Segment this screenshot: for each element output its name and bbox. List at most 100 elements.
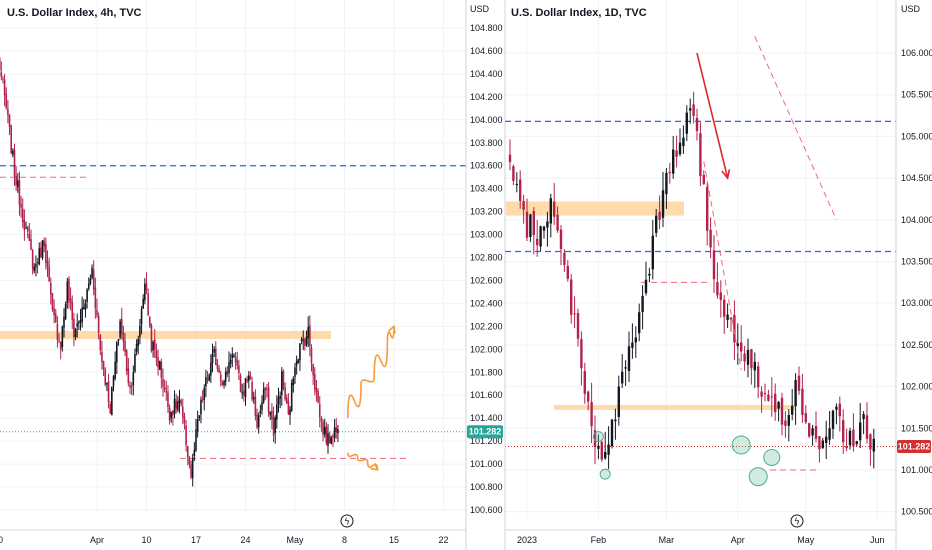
right-time-axis[interactable]: 2023 Feb Mar Apr May Jun [517, 535, 884, 545]
candle-body [814, 425, 818, 439]
price-tick-label: 102.600 [470, 275, 503, 285]
left-events-lightning-icon[interactable]: ϟ [340, 514, 354, 528]
downtrend-arrow[interactable] [696, 52, 729, 179]
left-price-axis[interactable]: USD 104.800 104.600 104.400 104.200 104.000 1… [470, 4, 503, 515]
candle-body [38, 248, 41, 265]
candle-body [740, 342, 743, 352]
candle-body [267, 387, 270, 413]
candle-body [20, 203, 22, 208]
price-tick-label: 105.500 [901, 90, 932, 100]
candle-body [180, 400, 182, 405]
candle-body [282, 370, 285, 389]
candle-body [68, 278, 70, 301]
left-chart-pane[interactable]: U.S. Dollar Index, 4h, TVC [0, 0, 466, 530]
candle-body [251, 381, 253, 400]
left-time-axis[interactable]: 20 Apr 10 17 24 May 8 15 22 [0, 535, 449, 545]
candle-body [244, 378, 247, 398]
candle-body [35, 264, 37, 268]
candle-body [200, 399, 202, 415]
candle-body [71, 302, 74, 320]
bull-path[interactable] [347, 326, 395, 419]
supply-demand-zone[interactable] [0, 330, 331, 340]
candle-body [132, 372, 135, 386]
svg-text:ϟ: ϟ [794, 518, 800, 528]
candle-body [508, 154, 512, 163]
supply-demand-zone[interactable] [554, 404, 795, 410]
candle-body [309, 325, 311, 346]
candle-body [97, 315, 100, 333]
candle-body [43, 241, 45, 247]
candle-body [675, 150, 678, 157]
candle-body [33, 267, 36, 271]
candle-body [570, 279, 573, 315]
candle-body [167, 392, 169, 408]
candle-body [13, 149, 16, 177]
right-price-axis[interactable]: USD 106.000 105.500 105.000 104.500 104.000 1… [901, 4, 932, 517]
candle-body [193, 449, 196, 456]
upper-trendline[interactable] [754, 36, 837, 220]
candle-body [236, 360, 239, 366]
time-tick-label: 17 [191, 535, 201, 545]
candle-body [163, 387, 166, 391]
candle-body [750, 349, 753, 369]
price-tick-label: 101.400 [470, 413, 503, 423]
candle-body [760, 391, 763, 397]
price-tick-label: 102.200 [470, 321, 503, 331]
arrowhead [370, 463, 379, 471]
swing-low-marker[interactable] [592, 431, 604, 443]
candle-body [865, 415, 869, 439]
candle-body [173, 398, 176, 414]
time-tick-label: 20 [0, 535, 3, 545]
right-events-lightning-icon[interactable]: ϟ [790, 514, 804, 528]
bear-path[interactable] [347, 452, 379, 470]
candle-body [542, 226, 546, 231]
candle-body [825, 436, 828, 443]
swing-low-marker[interactable] [748, 467, 768, 487]
price-tick-label: 101.200 [470, 436, 503, 446]
candle-body [31, 250, 34, 269]
candle-body [859, 422, 862, 441]
candle-body [791, 405, 794, 415]
candle-body [699, 133, 702, 177]
candle-body [821, 440, 824, 448]
candle-body [320, 417, 323, 422]
right-chart-pane[interactable]: U.S. Dollar Index, 1D, TVC [505, 0, 896, 530]
candle-body [638, 312, 641, 334]
candle-body [51, 293, 54, 310]
candle-body [195, 429, 197, 451]
candle-body [685, 112, 688, 134]
candle-body [23, 220, 26, 231]
candle-body [580, 339, 583, 369]
swing-low-marker[interactable] [763, 448, 781, 466]
candle-body [682, 137, 685, 147]
swing-low-marker[interactable] [731, 435, 751, 455]
candle-body [2, 78, 4, 80]
candle-body [30, 239, 32, 250]
candle-body [661, 190, 665, 218]
price-tick-label: 102.000 [470, 344, 503, 354]
candle-body [665, 172, 668, 195]
candle-body [106, 383, 108, 385]
candle-body [290, 382, 293, 411]
candle-body [112, 376, 115, 387]
left-currency-label: USD [470, 4, 490, 14]
candle-body [573, 313, 576, 315]
candle-body [99, 334, 102, 351]
candle-body [702, 174, 705, 184]
candle-body [845, 446, 848, 449]
candle-body [753, 361, 756, 371]
candle-body [139, 325, 141, 337]
arrowhead [721, 169, 731, 180]
candle-body [0, 72, 3, 77]
candle-body [736, 343, 739, 346]
price-tick-label: 103.500 [901, 256, 932, 266]
time-tick-label: 10 [141, 535, 151, 545]
candle-body [155, 350, 158, 359]
candle-body [117, 339, 120, 341]
swing-low-marker[interactable] [599, 468, 611, 480]
candle-body [140, 309, 143, 325]
candle-body [330, 437, 333, 444]
price-tick-label: 104.800 [470, 23, 503, 33]
lower-trendline[interactable] [703, 161, 742, 370]
candle-body [94, 287, 97, 308]
